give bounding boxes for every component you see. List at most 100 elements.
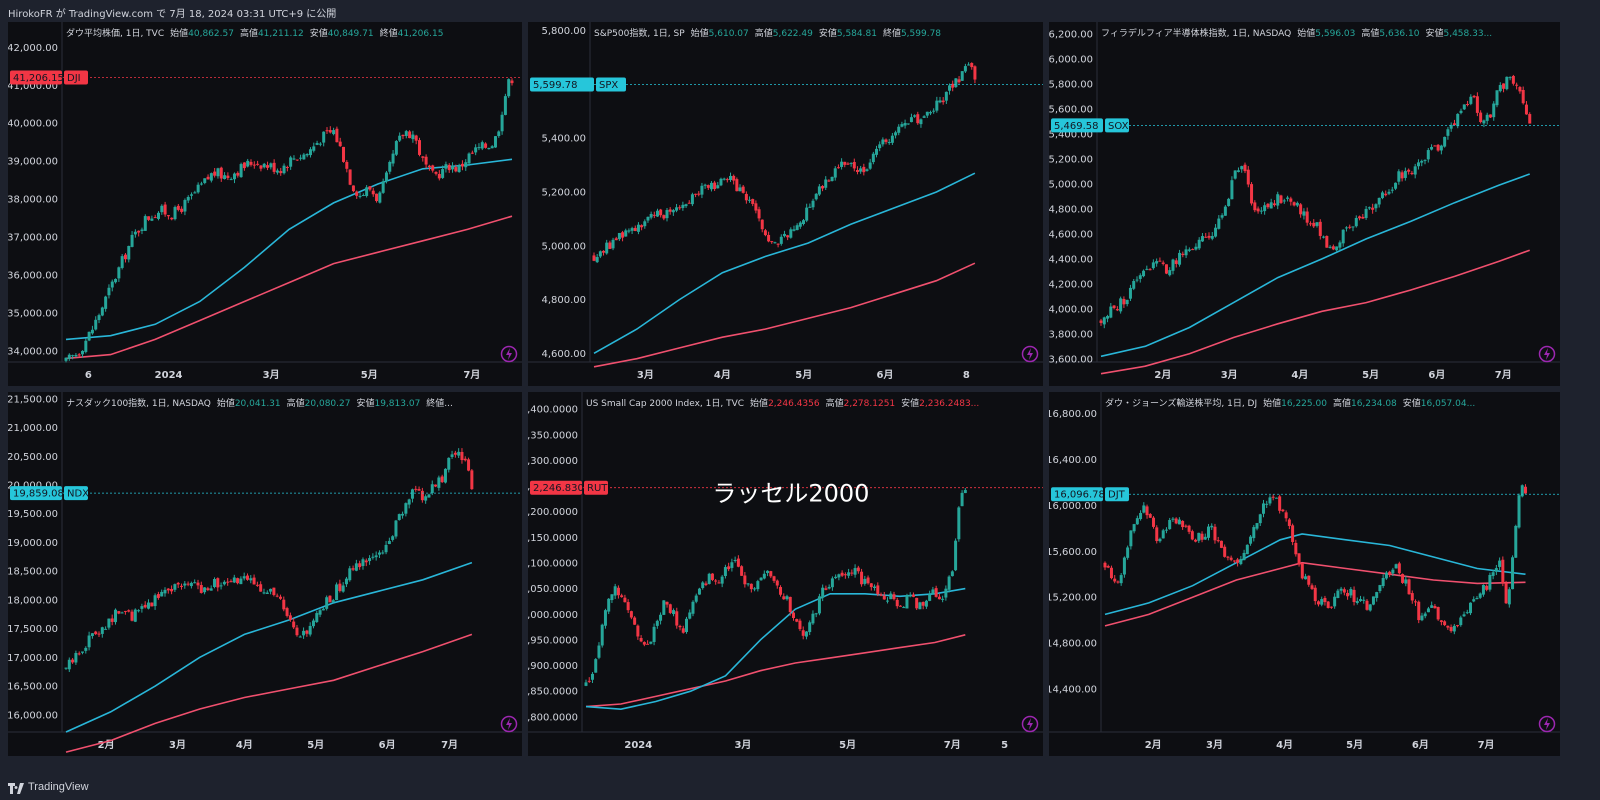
candle-body bbox=[1501, 559, 1505, 584]
candle-body bbox=[963, 66, 967, 72]
candle-body bbox=[1426, 150, 1430, 160]
candle-body bbox=[394, 520, 398, 537]
last-price-badge bbox=[10, 486, 62, 501]
candle-body bbox=[173, 584, 177, 590]
candle-body bbox=[236, 578, 240, 584]
lightning-icon[interactable] bbox=[1538, 715, 1556, 733]
y-tick-label: 35,000.00 bbox=[8, 308, 58, 319]
candle-body bbox=[1148, 269, 1152, 271]
candle-body bbox=[1475, 597, 1479, 600]
candle-body bbox=[1294, 542, 1298, 555]
chart-panel-sox[interactable]: 3,600.00 3,800.00 4,000.00 4,200.00 4,400.00… bbox=[1049, 22, 1560, 386]
candle-body bbox=[776, 243, 780, 245]
candle-body bbox=[434, 171, 438, 174]
lightning-icon[interactable] bbox=[1021, 715, 1039, 733]
candle-body bbox=[1161, 530, 1165, 539]
candle-body bbox=[1354, 217, 1358, 227]
candle-body bbox=[740, 566, 744, 576]
candle-body bbox=[795, 619, 799, 622]
candle-body bbox=[120, 612, 124, 614]
candle-body bbox=[950, 571, 954, 577]
moving-average-slow-line bbox=[1104, 561, 1526, 627]
candle-body bbox=[355, 191, 359, 196]
candle-body bbox=[1210, 525, 1214, 528]
candle-body bbox=[754, 203, 758, 211]
x-tick-label: 6月 bbox=[1412, 739, 1429, 751]
chart-panel-dji[interactable]: 34,000.00 35,000.00 36,000.00 37,000.00 38,0… bbox=[8, 22, 522, 386]
candle-body bbox=[788, 596, 792, 613]
candle-body bbox=[1466, 104, 1470, 106]
candle-body bbox=[957, 79, 961, 83]
candle-body bbox=[1194, 539, 1198, 542]
candle-body bbox=[1155, 261, 1159, 264]
candle-body bbox=[351, 185, 355, 192]
candle-body bbox=[94, 319, 98, 330]
candle-body bbox=[127, 245, 131, 260]
candle-body bbox=[1359, 599, 1363, 602]
candle-body bbox=[447, 164, 451, 171]
candle-body bbox=[623, 597, 627, 603]
candle-body bbox=[302, 154, 306, 160]
candle-body bbox=[1420, 160, 1424, 163]
candle-body bbox=[223, 175, 227, 180]
candle-body bbox=[133, 609, 137, 622]
candle-body bbox=[723, 567, 727, 577]
candle-body bbox=[186, 196, 190, 201]
candle-body bbox=[219, 585, 223, 587]
candle-body bbox=[859, 168, 863, 172]
lightning-icon[interactable] bbox=[500, 715, 518, 733]
chart-panel-ndx[interactable]: 16,000.00 16,500.00 17,000.00 17,500.00 18,0… bbox=[8, 392, 522, 756]
candle-body bbox=[487, 148, 491, 150]
candle-body bbox=[616, 587, 620, 596]
candle-body bbox=[1491, 572, 1495, 576]
chart-header: フィラデルフィア半導体株指数, 1日, NASDAQ 始値5,596.03 高値5,… bbox=[1101, 27, 1492, 39]
candle-body bbox=[90, 329, 94, 334]
candle-body bbox=[1339, 588, 1343, 591]
candle-body bbox=[308, 625, 312, 635]
candle-body bbox=[655, 210, 659, 217]
candle-body bbox=[447, 457, 451, 470]
last-price-value: 5,469.58 bbox=[1054, 121, 1099, 132]
candle-body bbox=[1112, 305, 1116, 309]
lightning-icon[interactable] bbox=[1538, 345, 1556, 363]
candle-body bbox=[1119, 575, 1123, 584]
candle-body bbox=[1391, 569, 1395, 574]
candle-body bbox=[749, 583, 753, 590]
candle-body bbox=[206, 176, 210, 180]
candle-body bbox=[701, 582, 705, 589]
candle-body bbox=[1524, 104, 1528, 115]
candle-body bbox=[1498, 85, 1502, 92]
candle-body bbox=[607, 598, 611, 612]
candle-body bbox=[1310, 585, 1314, 589]
chart-panel-djt[interactable]: 14,400.00 14,800.00 15,200.00 15,600.00 16,0… bbox=[1049, 392, 1560, 756]
lightning-icon[interactable] bbox=[1021, 345, 1039, 363]
candle-body bbox=[1358, 216, 1362, 219]
candle-body bbox=[694, 193, 698, 195]
candle-body bbox=[147, 216, 151, 220]
candle-body bbox=[732, 175, 736, 181]
candle-body bbox=[368, 186, 372, 190]
ohlc-value: 5,622.49 bbox=[773, 29, 813, 39]
ohlc-value: 5,636.10 bbox=[1379, 29, 1419, 39]
ohlc-label: 終値 bbox=[380, 27, 398, 39]
candle-body bbox=[767, 234, 771, 242]
chart-panel-spx[interactable]: 4,600.00 4,800.00 5,000.00 5,200.00 5,400.00… bbox=[528, 22, 1043, 386]
y-tick-label: 16,000.00 bbox=[8, 710, 58, 721]
candle-body bbox=[1203, 536, 1207, 540]
candle-body bbox=[176, 205, 180, 210]
candle-body bbox=[944, 588, 948, 598]
candle-body bbox=[1259, 210, 1263, 212]
candle-body bbox=[675, 611, 679, 626]
candle-body bbox=[100, 627, 104, 634]
candle-body bbox=[1479, 112, 1483, 123]
lightning-icon[interactable] bbox=[500, 345, 518, 363]
candle-body bbox=[1178, 252, 1182, 265]
candle-body bbox=[64, 357, 68, 361]
candle-body bbox=[252, 577, 256, 585]
candle-body bbox=[305, 153, 309, 156]
chart-panel-rut[interactable]: 1,800.0000 1,850.0000 1,900.0000 1,950.0000… bbox=[528, 392, 1043, 756]
candle-body bbox=[954, 540, 958, 571]
candle-body bbox=[1387, 191, 1391, 194]
candle-body bbox=[1495, 90, 1499, 106]
candle-body bbox=[371, 556, 375, 558]
